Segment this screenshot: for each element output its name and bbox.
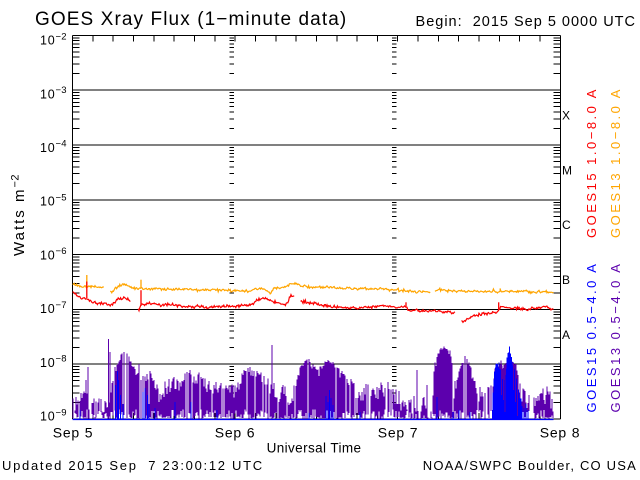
svg-text:M: M [562, 163, 572, 177]
svg-text:Sep 6: Sep 6 [215, 425, 256, 441]
svg-text:Watts m−2: Watts m−2 [10, 174, 29, 256]
svg-text:Begin: 2015 Sep 5 0000 UTC: Begin: 2015 Sep 5 0000 UTC [416, 14, 636, 30]
svg-text:Updated 2015 Sep 7 23:00:12 U: Updated 2015 Sep 7 23:00:12 UTC [2, 458, 264, 473]
svg-text:GOES15 1.0−8.0 A: GOES15 1.0−8.0 A [584, 87, 599, 238]
svg-text:NOAA/SWPC Boulder, CO USA: NOAA/SWPC Boulder, CO USA [423, 458, 637, 473]
svg-text:B: B [562, 273, 570, 287]
svg-text:A: A [562, 328, 570, 342]
svg-text:C: C [562, 218, 571, 232]
svg-text:GOES15 0.5−4.0 A: GOES15 0.5−4.0 A [584, 262, 599, 413]
svg-text:GOES Xray Flux (1−minute data): GOES Xray Flux (1−minute data) [35, 9, 347, 30]
svg-text:Universal Time: Universal Time [267, 441, 362, 456]
svg-text:Sep 5: Sep 5 [53, 425, 94, 441]
svg-text:GOES13 1.0−8.0 A: GOES13 1.0−8.0 A [608, 87, 623, 238]
svg-text:X: X [562, 109, 570, 123]
svg-text:Sep 8: Sep 8 [540, 425, 581, 441]
svg-text:GOES13 0.5−4.0 A: GOES13 0.5−4.0 A [608, 262, 623, 413]
svg-text:Sep 7: Sep 7 [378, 425, 419, 441]
